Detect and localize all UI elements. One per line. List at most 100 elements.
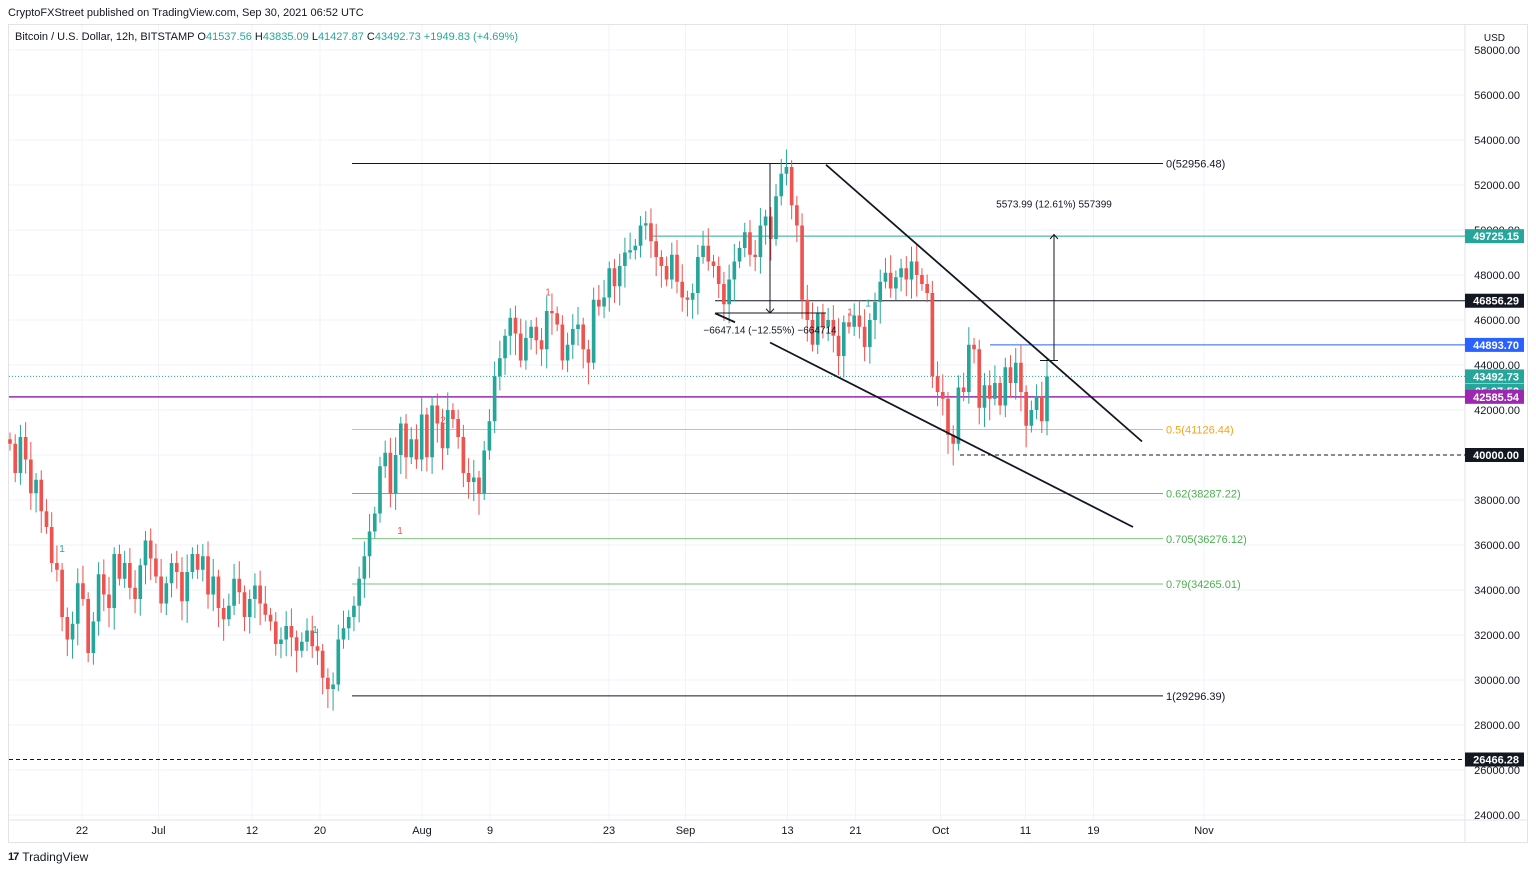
candle-body	[164, 583, 169, 604]
candle-body	[967, 344, 971, 392]
x-tick-label: 12	[246, 825, 258, 837]
candle-body	[758, 225, 763, 257]
y-tick-label: 56000.00	[1474, 90, 1520, 102]
candle-body	[862, 326, 867, 347]
y-tick-label: 28000.00	[1474, 720, 1520, 732]
candle-body	[18, 437, 23, 473]
candle-body	[414, 439, 419, 460]
candle-body	[154, 558, 158, 577]
wedge-lower-line	[769, 341, 1134, 528]
candle-body	[982, 385, 987, 408]
candle-body	[13, 443, 18, 473]
candle-body	[800, 225, 804, 300]
wedge-lower-stub	[714, 312, 736, 324]
candle-body	[305, 630, 309, 642]
candle-body	[529, 326, 533, 338]
candle-body	[951, 434, 956, 444]
x-tick-label: 22	[76, 825, 88, 837]
candle-body	[367, 531, 372, 557]
candle-body	[430, 405, 434, 458]
candle-body	[1019, 362, 1023, 392]
candle-body	[399, 423, 403, 455]
candle-body	[581, 324, 586, 350]
candle-body	[909, 261, 914, 280]
td-sequential-label: 1	[312, 625, 318, 636]
candle-body	[503, 335, 507, 359]
candle-body	[112, 554, 117, 608]
candle-body	[701, 245, 705, 257]
y-tick-label: 38000.00	[1474, 495, 1520, 507]
measure-down-arrow-icon	[765, 308, 775, 314]
candle-body	[128, 563, 132, 588]
candle-body	[779, 173, 784, 197]
candle-body	[810, 320, 815, 345]
candle-body	[190, 554, 195, 572]
candle-body	[899, 268, 903, 278]
y-tick-label: 46000.00	[1474, 315, 1520, 327]
candle-body	[961, 387, 966, 392]
candle-body	[722, 284, 726, 305]
price-label-bg	[1465, 369, 1524, 384]
fib-label-fib_062: 0.62(38287.22)	[1166, 489, 1241, 501]
candle-body	[534, 326, 539, 341]
candle-body	[508, 317, 513, 336]
candle-body	[748, 232, 752, 255]
candle-body	[185, 572, 189, 602]
candle-body	[487, 421, 492, 451]
candle-body	[143, 540, 148, 566]
candle-body	[836, 335, 841, 356]
candle-body	[643, 223, 648, 226]
candle-body	[117, 554, 122, 579]
candle-body	[732, 261, 737, 280]
candle-body	[336, 639, 341, 685]
fib-label-fib_079: 0.79(34265.01)	[1166, 579, 1241, 591]
candle-body	[555, 313, 559, 325]
td-sequential-label: 1	[397, 526, 403, 537]
fib-label-fib_0: 0(52956.48)	[1166, 158, 1225, 170]
candle-body	[96, 574, 101, 622]
candle-body	[284, 626, 289, 640]
low-value: 41427.87	[317, 31, 364, 43]
candle-body	[847, 322, 851, 327]
candle-body	[591, 299, 596, 363]
candle-body	[1034, 396, 1039, 410]
candle-body	[649, 223, 653, 242]
x-tick-label: 19	[1087, 825, 1099, 837]
candle-body	[279, 639, 283, 644]
candle-body	[101, 574, 106, 595]
candle-body	[1029, 410, 1034, 426]
candle-body	[310, 630, 315, 647]
candle-body	[675, 254, 679, 282]
price-label-bg	[1465, 229, 1524, 244]
candle-body	[774, 196, 778, 239]
candle-body	[346, 617, 351, 629]
y-tick-label: 44000.00	[1474, 360, 1520, 372]
candle-body	[122, 563, 127, 579]
candle-body	[341, 628, 346, 640]
x-tick-label: Jul	[151, 825, 165, 837]
candle-body	[623, 252, 627, 266]
candle-body	[998, 383, 1002, 406]
candle-body	[685, 297, 690, 300]
candle-body	[425, 414, 429, 458]
candle-body	[894, 277, 898, 289]
candle-body	[91, 621, 96, 653]
candle-body	[393, 455, 398, 494]
candle-body	[34, 479, 38, 494]
candle-body	[180, 572, 184, 602]
high-value: 43835.09	[262, 31, 309, 43]
x-tick-label: 11	[1020, 825, 1031, 837]
candle-body	[727, 279, 731, 305]
chart-frame[interactable]	[8, 24, 1528, 843]
candle-body	[133, 587, 137, 599]
x-tick-label: 21	[849, 825, 861, 837]
candle-body	[362, 556, 367, 579]
candle-body	[492, 376, 497, 422]
price-label-bg	[1465, 293, 1524, 308]
candle-body	[263, 603, 268, 615]
candle-body	[888, 272, 893, 289]
candle-body	[873, 302, 877, 320]
footer: 17 TradingView	[8, 850, 88, 864]
candle-body	[690, 293, 695, 300]
